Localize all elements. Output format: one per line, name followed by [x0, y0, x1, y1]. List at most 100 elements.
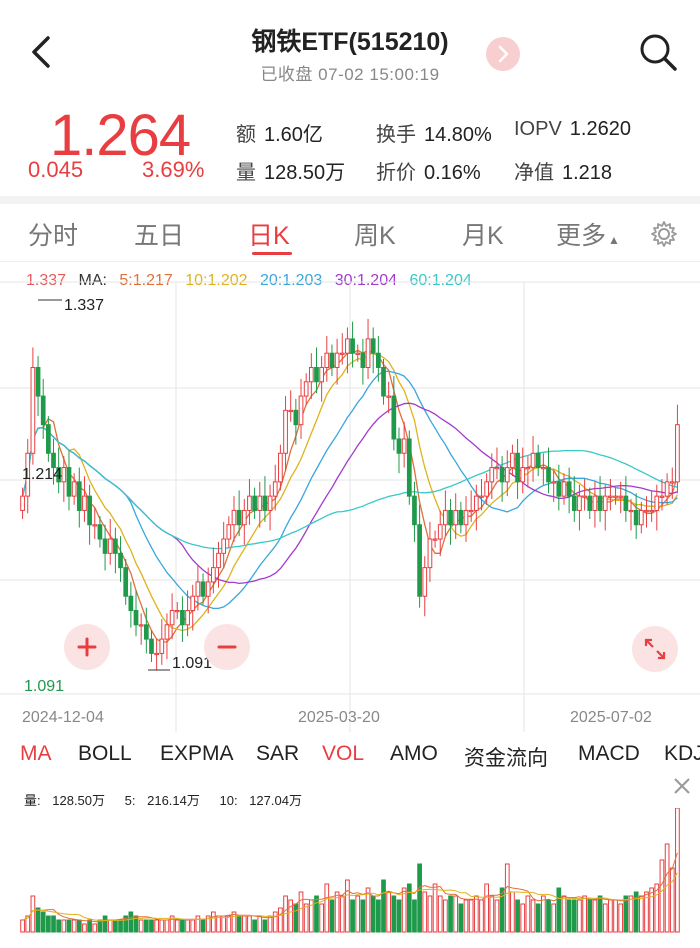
- candle-body: [293, 409, 299, 426]
- tab-daily-k[interactable]: 日K: [248, 222, 290, 250]
- volume-bar: [623, 895, 629, 933]
- indicator-macd[interactable]: MACD: [578, 742, 640, 765]
- search-icon[interactable]: [636, 30, 680, 74]
- candle-body: [443, 509, 448, 526]
- candle-body: [515, 452, 520, 483]
- date-label-mid: 2025-03-20: [298, 709, 380, 726]
- candle-body: [138, 624, 144, 627]
- zoom-in-button[interactable]: [64, 624, 110, 670]
- next-stock-button[interactable]: [486, 37, 520, 71]
- candle-body: [520, 467, 526, 483]
- volume-bar: [35, 907, 41, 933]
- volume-bar: [143, 919, 149, 933]
- candle-body: [613, 495, 618, 498]
- volume-bar: [185, 919, 190, 933]
- active-tab-indicator: [252, 252, 292, 255]
- volume-bar: [82, 923, 87, 933]
- volume-bar: [669, 867, 675, 933]
- candle-body: [247, 495, 252, 511]
- indicator-kdj[interactable]: KDJ: [664, 742, 700, 765]
- candle-body: [494, 467, 500, 470]
- close-icon[interactable]: [672, 776, 692, 796]
- tab-weekly-k[interactable]: 周K: [354, 222, 396, 250]
- volume-bar: [262, 919, 268, 933]
- tab-monthly-k[interactable]: 月K: [462, 222, 504, 250]
- volume-bar: [231, 911, 237, 933]
- candle-body: [319, 366, 324, 383]
- header: 钢铁ETF(515210) 已收盘 07-02 15:00:19: [0, 0, 700, 100]
- fullscreen-button[interactable]: [632, 626, 678, 672]
- indicator-expma[interactable]: EXPMA: [160, 742, 234, 765]
- candle-body: [35, 366, 41, 397]
- indicator-fund-flow[interactable]: 资金流向: [464, 747, 548, 770]
- indicator-sar[interactable]: SAR: [256, 742, 300, 765]
- candle-body: [133, 610, 139, 626]
- volume-bar: [597, 895, 603, 933]
- candle-body: [396, 438, 402, 454]
- candle-body: [288, 409, 294, 413]
- ma60-line: [21, 426, 678, 550]
- axis-min-label: 1.091: [24, 678, 64, 695]
- volume-bar: [319, 903, 324, 933]
- candle-body: [174, 610, 180, 613]
- indicator-ma[interactable]: MA: [20, 742, 52, 765]
- volume-bar: [211, 911, 216, 933]
- volume-ma5: 5: 216.14万: [124, 793, 200, 808]
- volume-bar: [556, 887, 562, 933]
- ma10-line: [21, 352, 678, 632]
- volume-bar: [113, 919, 118, 933]
- volume-bars: [20, 808, 680, 933]
- back-arrow-icon[interactable]: [22, 30, 62, 74]
- volume-bar: [448, 895, 453, 933]
- volume-bar: [463, 899, 469, 933]
- volume-bar: [221, 915, 227, 933]
- stat-nav: 净值 1.218: [514, 162, 613, 184]
- candle-body: [453, 509, 459, 526]
- volume-bar: [267, 915, 273, 933]
- tab-five-day[interactable]: 五日: [134, 222, 185, 250]
- candle-body: [561, 481, 567, 497]
- candle-body: [628, 509, 634, 513]
- indicator-boll[interactable]: BOLL: [78, 742, 132, 765]
- volume-bar: [71, 919, 77, 933]
- volume-bar: [489, 895, 495, 933]
- volume-bar: [473, 895, 479, 933]
- candle-body: [118, 552, 123, 569]
- tab-more-label: 更多: [556, 222, 607, 250]
- candle-body: [381, 366, 386, 397]
- candle-body: [602, 495, 608, 511]
- volume-bar: [649, 887, 654, 933]
- candle-body: [66, 467, 72, 497]
- candle-body: [128, 595, 134, 612]
- volume-bar: [530, 899, 536, 933]
- volume-bar: [272, 911, 278, 933]
- candle-body: [669, 481, 675, 484]
- volume-bar: [76, 919, 82, 933]
- legend-ma5: 5:1.217: [119, 272, 173, 289]
- candle-body: [345, 338, 350, 354]
- volume-bar: [561, 895, 567, 933]
- volume-bar: [339, 895, 345, 933]
- candle-body: [618, 495, 624, 498]
- volume-bar: [66, 919, 72, 933]
- volume-bar: [216, 915, 221, 933]
- zoom-out-button[interactable]: [204, 624, 250, 670]
- volume-bar: [252, 919, 257, 933]
- indicator-amo[interactable]: AMO: [390, 742, 438, 765]
- candles: [20, 318, 680, 671]
- tab-intraday[interactable]: 分时: [28, 222, 79, 250]
- tab-more[interactable]: 更多 ▲: [556, 216, 620, 252]
- candle-body: [649, 509, 654, 513]
- indicator-vol[interactable]: VOL: [322, 742, 365, 765]
- candle-body: [417, 524, 422, 597]
- volume-bar: [56, 919, 62, 933]
- candle-body: [102, 538, 108, 554]
- indicator-tabs: MA BOLL EXPMA SAR VOL AMO 资金流向 MACD KDJ: [0, 738, 700, 774]
- candle-body: [123, 567, 129, 597]
- candle-body: [267, 495, 273, 511]
- volume-bar: [504, 863, 510, 933]
- kline-chart[interactable]: 1.337 1.214 1.091 1.091 2024-12-04 2025-…: [0, 262, 700, 742]
- gear-icon[interactable]: [648, 218, 680, 250]
- quote-panel: 1.264 0.045 3.69% 额 1.60亿 换手 14.80% IOPV 1.…: [0, 100, 700, 196]
- ma20-line: [21, 370, 678, 610]
